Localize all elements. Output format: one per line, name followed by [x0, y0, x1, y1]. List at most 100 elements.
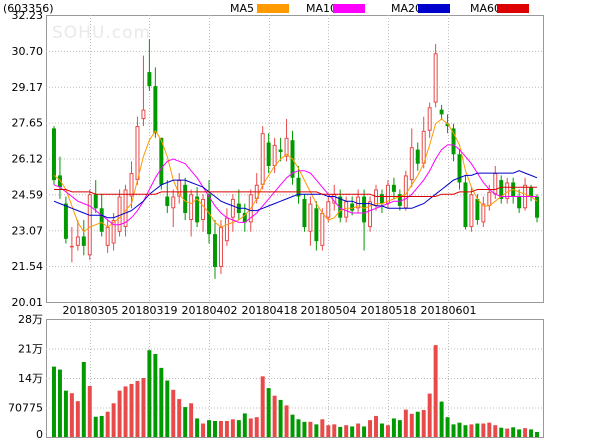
candle-body	[284, 137, 289, 157]
volume-bar	[254, 417, 259, 437]
candle-body	[397, 194, 402, 206]
volume-bar	[117, 390, 122, 437]
volume-bar	[57, 369, 62, 437]
candle	[153, 67, 158, 138]
volume-bar	[177, 399, 182, 437]
candle-body	[224, 217, 229, 242]
date-tick-label: 20180402	[182, 304, 238, 317]
price-tick-label: 30.70	[12, 45, 44, 58]
candle	[451, 123, 456, 162]
candle	[457, 149, 462, 190]
candle-body	[427, 107, 432, 131]
volume-bar	[171, 389, 176, 437]
candle	[230, 194, 235, 232]
date-tick-label: 20180418	[242, 304, 298, 317]
volume-bar	[338, 426, 343, 437]
volume-bar	[213, 420, 217, 437]
volume-bar	[487, 422, 492, 437]
candle-body	[338, 196, 343, 218]
volume-bar	[511, 427, 516, 437]
volume-bar	[535, 431, 539, 437]
watermark: SOHU.com	[52, 23, 151, 43]
volume-bar	[248, 418, 253, 437]
candle	[314, 201, 319, 251]
volume-bar	[326, 425, 331, 437]
volume-bar	[123, 386, 128, 437]
date-axis-labels: 20180305 20180319 20180402 20180418 20180504…	[63, 304, 477, 317]
volume-bar	[111, 403, 116, 437]
candle	[278, 137, 283, 162]
volume-bar	[63, 390, 68, 437]
candle-body	[218, 227, 223, 268]
candle-body	[493, 173, 498, 195]
candle-body	[201, 198, 206, 221]
candle-body	[326, 201, 331, 218]
volume-bar	[236, 420, 241, 437]
volume-bar	[147, 350, 152, 437]
volume-bar	[433, 345, 438, 437]
date-tick-label: 20180518	[361, 304, 417, 317]
volume-bar	[344, 425, 349, 437]
volume-bar	[421, 410, 426, 437]
candle-body	[308, 203, 313, 232]
candle-body	[171, 196, 176, 209]
candle	[368, 196, 373, 232]
candle-body	[99, 208, 104, 232]
candle	[403, 170, 408, 211]
candle-body	[535, 196, 539, 218]
candle	[505, 177, 510, 204]
candle	[338, 189, 343, 223]
candle	[147, 39, 152, 91]
volume-bar	[415, 411, 420, 437]
volume-bar	[350, 426, 355, 437]
candle-body	[475, 198, 480, 221]
volume-bar	[439, 401, 444, 437]
candle-body	[439, 109, 444, 115]
candle-body	[242, 212, 247, 223]
volume-bar	[385, 425, 390, 437]
volume-tick-label: 28万	[18, 313, 43, 326]
legend-label: MA5	[230, 2, 254, 15]
volume-bar	[308, 421, 313, 437]
candle-body	[260, 133, 265, 185]
candle-body	[135, 126, 140, 181]
volume-bar	[224, 420, 229, 437]
candle-body	[356, 196, 361, 209]
volume-bar	[302, 421, 307, 437]
legend-item-ma60: MA60	[470, 2, 529, 15]
volume-bar	[427, 393, 432, 437]
volume-tick-label: 21万	[18, 343, 43, 356]
legend-item-ma20: MA20	[391, 2, 450, 15]
candle-body	[457, 154, 462, 183]
volume-bar	[87, 386, 92, 437]
candle-body	[415, 149, 420, 164]
candle	[439, 104, 444, 120]
legend-item-ma10: MA10	[306, 2, 365, 15]
candle-body	[278, 149, 283, 152]
volume-bar	[105, 411, 110, 437]
candle	[350, 196, 355, 216]
ma60-line	[54, 186, 537, 197]
candle-body	[69, 245, 74, 248]
volume-tick-label: 14万	[18, 372, 43, 385]
candle	[302, 194, 307, 232]
legend-swatch	[257, 4, 289, 13]
price-tick-label: 20.01	[12, 296, 44, 309]
candle-body	[391, 184, 396, 192]
volume-tick-label: 0	[36, 428, 43, 440]
price-tick-label: 23.07	[12, 224, 44, 237]
volume-bar	[207, 420, 212, 437]
volume-bar	[469, 424, 474, 437]
candle	[218, 220, 223, 275]
volume-bar	[481, 423, 486, 437]
legend-swatch	[497, 4, 529, 13]
volume-bar	[159, 367, 164, 437]
candle	[183, 177, 188, 221]
stock-code: (603356)	[3, 2, 54, 15]
volume-bar	[517, 429, 522, 437]
volume-bar	[475, 423, 480, 437]
candle-body	[272, 144, 277, 167]
candle	[177, 173, 182, 204]
volume-bar	[356, 423, 361, 437]
volume-axis-labels: 28万 21万 14万 70775 0	[8, 313, 43, 440]
